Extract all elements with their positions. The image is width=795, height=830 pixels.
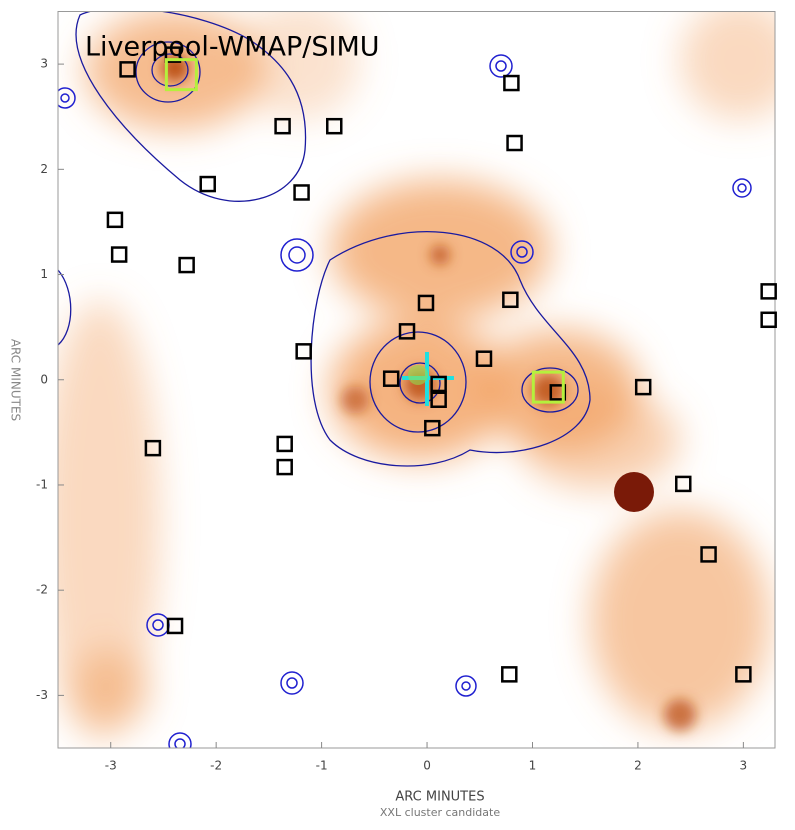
y-axis-label: ARC MINUTES xyxy=(9,339,23,421)
x-tick-label: 1 xyxy=(529,759,537,773)
y-tick-label: 1 xyxy=(40,267,48,281)
x-tick-label: 3 xyxy=(740,759,748,773)
chart-title: Liverpool-WMAP/SIMU xyxy=(85,32,380,63)
x-tick-label: 2 xyxy=(634,759,642,773)
y-tick-label: 2 xyxy=(40,162,48,176)
x-tick-label: -3 xyxy=(105,759,117,773)
x-axis-label: ARC MINUTES xyxy=(395,790,484,805)
y-tick-label: -1 xyxy=(36,477,48,491)
y-tick-label: -3 xyxy=(36,688,48,702)
y-tick-label: 0 xyxy=(40,372,48,386)
y-tick-label: -2 xyxy=(36,583,48,597)
chart: Liverpool-WMAP/SIMU ARC MINUTES XXL clus… xyxy=(0,0,795,826)
x-tick-label: 0 xyxy=(423,759,431,773)
x-tick-label: -2 xyxy=(210,759,222,773)
y-tick-label: 3 xyxy=(40,57,48,71)
x-tick-label: -1 xyxy=(316,759,328,773)
subtitle: XXL cluster candidate xyxy=(380,806,500,819)
sky-image xyxy=(40,0,795,755)
